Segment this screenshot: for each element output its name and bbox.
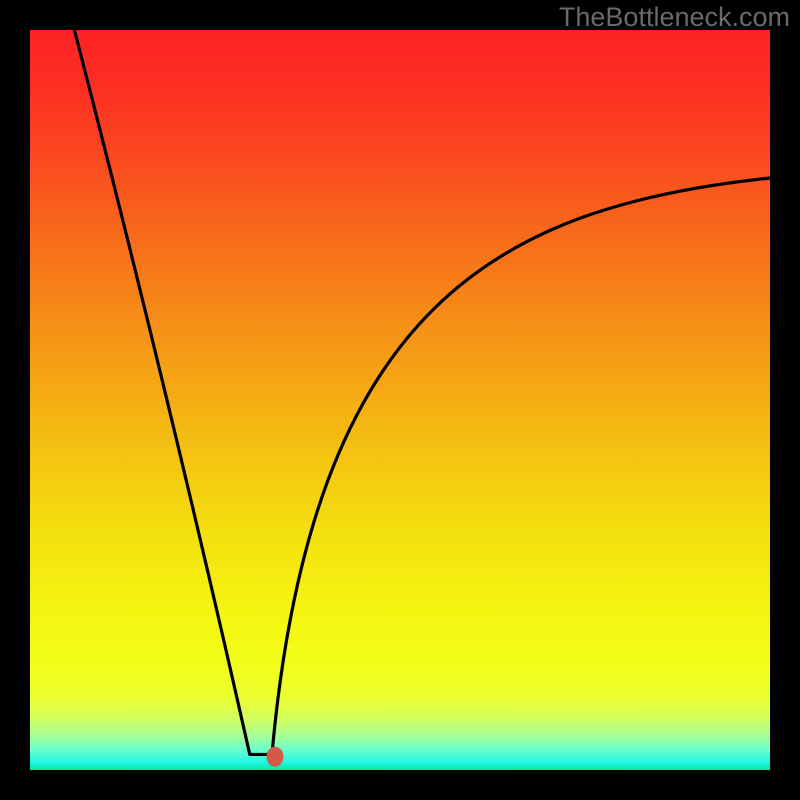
marker-layer — [30, 30, 770, 770]
figure-outer: TheBottleneck.com — [0, 0, 800, 800]
plot-area — [30, 30, 770, 770]
watermark-label: TheBottleneck.com — [559, 2, 790, 33]
minimum-marker — [266, 747, 283, 767]
